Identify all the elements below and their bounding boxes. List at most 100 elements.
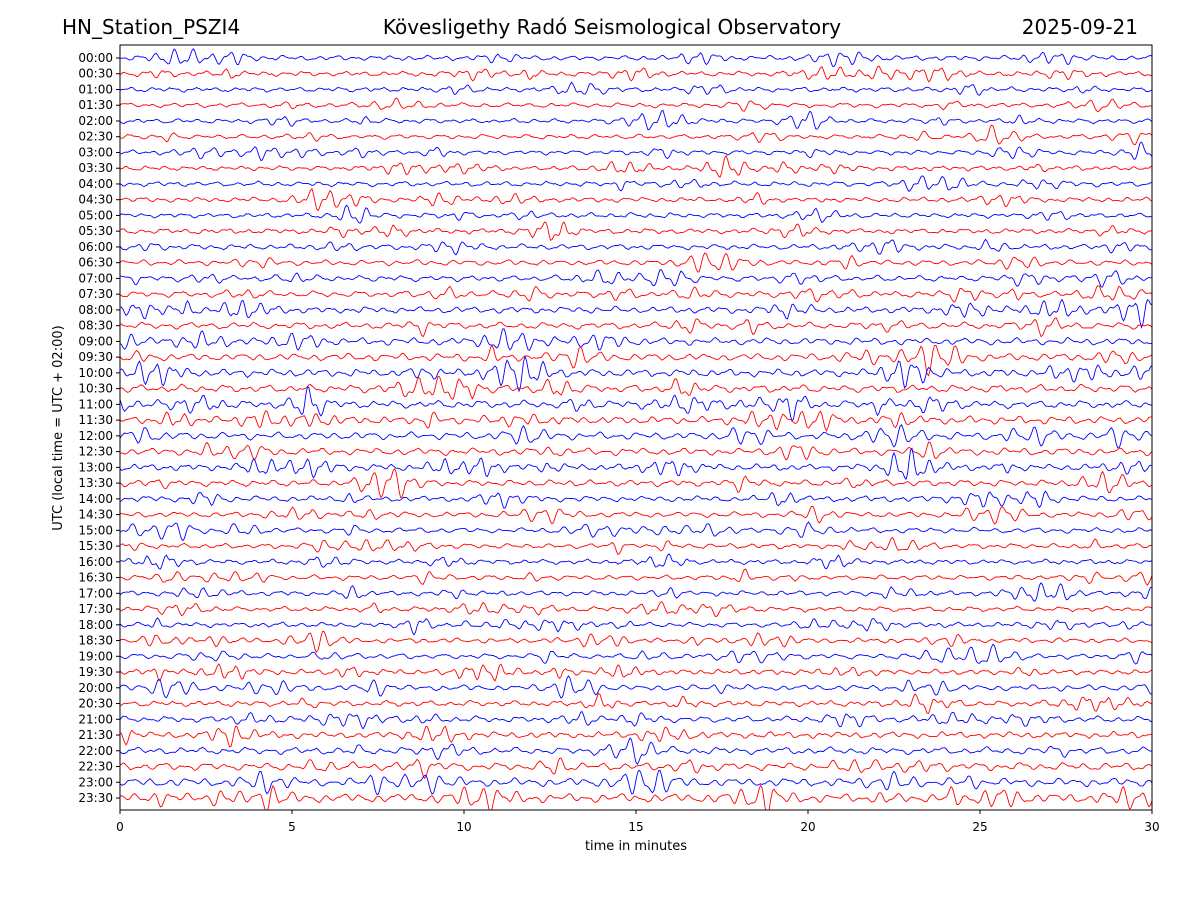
trace-0000 [120, 48, 1152, 68]
trace-0730 [120, 285, 1152, 303]
trace-2130 [120, 725, 1152, 748]
y-tick-label: 00:00 [78, 51, 113, 65]
x-tick-label: 20 [800, 820, 815, 834]
trace-1700 [120, 582, 1152, 602]
y-tick-label: 02:30 [78, 130, 113, 144]
trace-1500 [120, 521, 1152, 542]
y-tick-label: 08:30 [78, 319, 113, 333]
trace-1530 [120, 536, 1152, 556]
y-tick-label: 02:00 [78, 114, 113, 128]
y-tick-label: 20:00 [78, 681, 113, 695]
y-tick-label: 17:30 [78, 602, 113, 616]
trace-2300 [120, 769, 1152, 796]
trace-1800 [120, 617, 1152, 636]
record-date: 2025-09-21 [1022, 15, 1138, 39]
y-tick-label: 04:30 [78, 193, 113, 207]
trace-2330 [120, 784, 1152, 810]
trace-0630 [120, 252, 1152, 273]
trace-1730 [120, 600, 1152, 618]
y-tick-label: 12:00 [78, 429, 113, 443]
y-tick-label: 11:00 [78, 397, 113, 411]
trace-2230 [120, 757, 1152, 780]
trace-0130 [120, 97, 1152, 113]
y-tick-label: 20:30 [78, 697, 113, 711]
trace-0230 [120, 124, 1152, 146]
station-name: HN_Station_PSZI4 [62, 15, 240, 39]
y-tick-label: 18:30 [78, 634, 113, 648]
y-tick-label: 22:00 [78, 744, 113, 758]
y-tick-label: 18:00 [78, 618, 113, 632]
y-tick-label: 07:00 [78, 271, 113, 285]
trace-0530 [120, 221, 1152, 241]
trace-0800 [120, 298, 1152, 330]
x-axis: 0 5 10 15 20 25 30 [116, 810, 1160, 834]
observatory-title: Kövesligethy Radó Seismological Observat… [383, 15, 841, 39]
trace-1600 [120, 553, 1152, 570]
x-tick-label: 5 [288, 820, 296, 834]
y-tick-label: 21:00 [78, 712, 113, 726]
y-tick-label: 19:00 [78, 649, 113, 663]
y-tick-label: 03:00 [78, 145, 113, 159]
y-tick-label: 16:30 [78, 571, 113, 585]
y-tick-label: 04:00 [78, 177, 113, 191]
trace-1100 [120, 386, 1152, 423]
y-tick-label: 13:30 [78, 476, 113, 490]
y-tick-label: 14:30 [78, 508, 113, 522]
trace-1000 [120, 354, 1152, 393]
trace-1930 [120, 663, 1152, 682]
trace-0700 [120, 269, 1152, 288]
trace-0600 [120, 238, 1152, 256]
trace-1900 [120, 643, 1152, 665]
y-tick-label: 01:00 [78, 82, 113, 96]
x-tick-label: 0 [116, 820, 124, 834]
y-tick-label: 01:30 [78, 98, 113, 112]
trace-1330 [120, 468, 1152, 499]
y-tick-label: 10:00 [78, 366, 113, 380]
y-tick-label: 07:30 [78, 287, 113, 301]
x-tick-label: 30 [1144, 820, 1159, 834]
trace-0900 [120, 328, 1152, 352]
trace-1030 [120, 376, 1152, 400]
y-tick-label: 21:30 [78, 728, 113, 742]
y-tick-label: 06:30 [78, 256, 113, 270]
trace-0930 [120, 344, 1152, 377]
y-tick-label: 05:30 [78, 224, 113, 238]
y-tick-label: 19:30 [78, 665, 113, 679]
y-tick-label: 15:30 [78, 539, 113, 553]
y-tick-label: 13:00 [78, 460, 113, 474]
trace-0030 [120, 65, 1152, 83]
trace-1630 [120, 568, 1152, 586]
y-tick-label: 12:30 [78, 445, 113, 459]
trace-0430 [120, 188, 1152, 212]
trace-0330 [120, 154, 1152, 179]
trace-1300 [120, 447, 1152, 481]
x-tick-label: 10 [456, 820, 471, 834]
trace-1430 [120, 505, 1152, 525]
y-tick-label: 06:00 [78, 240, 113, 254]
trace-1200 [120, 423, 1152, 449]
trace-2200 [120, 737, 1152, 766]
trace-0200 [120, 109, 1152, 131]
y-tick-label: 10:30 [78, 382, 113, 396]
trace-0830 [120, 317, 1152, 338]
y-tick-label: 11:30 [78, 413, 113, 427]
y-tick-label: 09:30 [78, 350, 113, 364]
trace-1400 [120, 490, 1152, 509]
trace-2030 [120, 692, 1152, 715]
y-tick-label: 03:30 [78, 161, 113, 175]
y-tick-label: 14:00 [78, 492, 113, 506]
trace-1830 [120, 630, 1152, 654]
trace-1130 [120, 410, 1152, 432]
trace-2000 [120, 675, 1152, 699]
y-tick-label: 23:00 [78, 775, 113, 789]
seismic-traces [120, 48, 1152, 810]
trace-1230 [120, 441, 1152, 461]
y-tick-label: 15:00 [78, 523, 113, 537]
y-tick-label: 08:00 [78, 303, 113, 317]
plot-frame [119, 44, 1153, 811]
x-tick-label: 25 [972, 820, 987, 834]
x-axis-label: time in minutes [585, 839, 687, 854]
y-tick-label: 23:30 [78, 791, 113, 805]
